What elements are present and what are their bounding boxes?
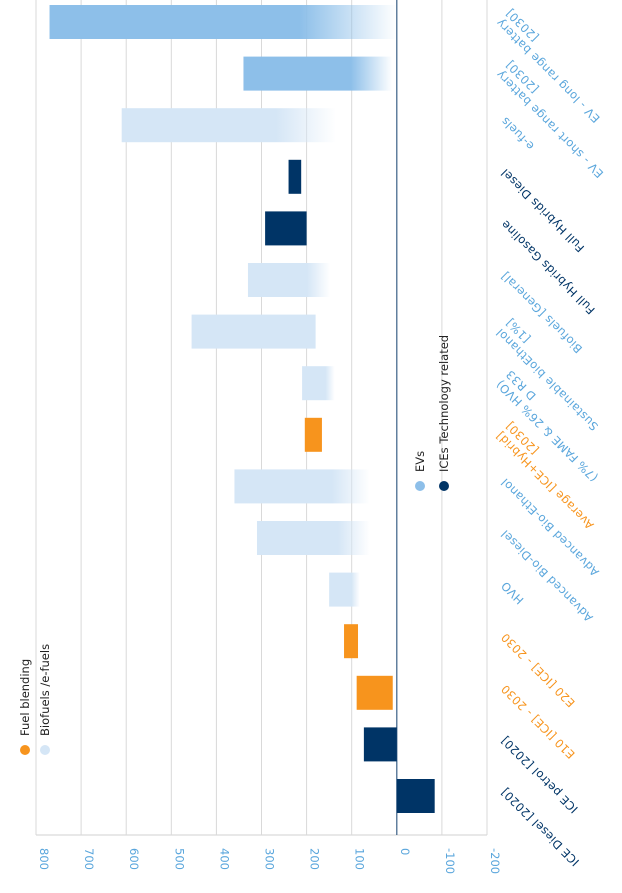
legend-swatch	[415, 481, 425, 491]
category-label-line: e-fuels	[498, 114, 537, 153]
bar	[363, 727, 397, 762]
bar	[356, 675, 393, 710]
x-tick-label: -200	[488, 848, 502, 874]
bar	[243, 56, 393, 91]
x-tick-label: 100	[353, 848, 367, 870]
category-label: Full Hybrids Gasoline	[498, 217, 598, 317]
x-tick-label: 800	[37, 848, 51, 870]
category-label-line: HVO	[498, 579, 526, 607]
bar	[288, 159, 302, 194]
bar	[396, 779, 435, 813]
bar	[49, 5, 397, 39]
legend-swatch	[40, 745, 50, 755]
bar	[304, 417, 322, 452]
bar	[234, 469, 370, 504]
legend-label: Biofuels /e-fuels	[38, 644, 52, 736]
legend-swatch	[20, 745, 30, 755]
bar	[256, 521, 370, 555]
bar	[265, 211, 307, 246]
x-tick-label: 700	[82, 848, 96, 870]
x-tick-label: 400	[217, 848, 231, 870]
category-label: HVO	[498, 579, 526, 607]
bar	[191, 314, 316, 349]
category-label: e-fuels	[498, 114, 537, 153]
category-label-line: Full Hybrids Gasoline	[498, 217, 598, 317]
bar	[329, 572, 360, 607]
legend-swatch	[439, 481, 449, 491]
bar	[121, 108, 336, 143]
legend-label: EVs	[413, 451, 427, 472]
x-tick-label: 200	[308, 848, 322, 870]
bar	[344, 624, 359, 659]
x-tick-label: 500	[172, 848, 186, 870]
category-label: Advanced Bio-Diesel	[498, 527, 596, 625]
x-tick-label: 600	[127, 848, 141, 870]
x-tick-label: 0	[398, 848, 412, 855]
legend-label: Fuel blending	[18, 659, 32, 736]
legend-label: ICEs Technology related	[437, 335, 451, 472]
bar	[247, 263, 331, 297]
category-label-line: Advanced Bio-Diesel	[498, 527, 596, 625]
bar	[302, 366, 335, 401]
x-tick-label: -100	[443, 848, 457, 874]
x-tick-label: 300	[263, 848, 277, 870]
